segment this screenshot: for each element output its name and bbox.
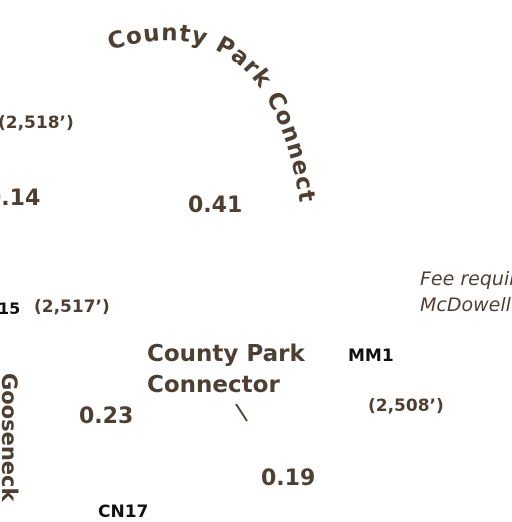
fee-note-line1: Fee require <box>420 268 512 290</box>
distance-label: 0.41 <box>188 193 243 218</box>
elevation-label: (2,517’) <box>34 297 110 317</box>
distance-label: 0.23 <box>79 404 134 429</box>
trail-label-line2: Connector <box>147 372 280 398</box>
waypoint-label: MM1 <box>348 346 394 366</box>
elevation-label: (2,508’) <box>368 396 444 416</box>
waypoint-label: CN17 <box>98 502 149 522</box>
distance-label: 0.19 <box>261 466 316 491</box>
trail-label-county-park-connector: County Park Connector <box>147 339 305 401</box>
fee-note-line2: McDowell <box>420 294 511 316</box>
distance-label: 0.14 <box>0 186 41 211</box>
elevation-label: (2,518’) <box>0 113 74 133</box>
trail-pointer <box>235 403 248 422</box>
fee-note: Fee require McDowell <box>420 266 512 318</box>
waypoint-label: 15 <box>0 299 21 318</box>
trail-label-line1: County Park <box>147 341 305 367</box>
trail-label-gooseneck: Gooseneck <box>0 373 21 502</box>
trail-label-county-park-connector-arc: County Park Connector <box>0 0 320 205</box>
